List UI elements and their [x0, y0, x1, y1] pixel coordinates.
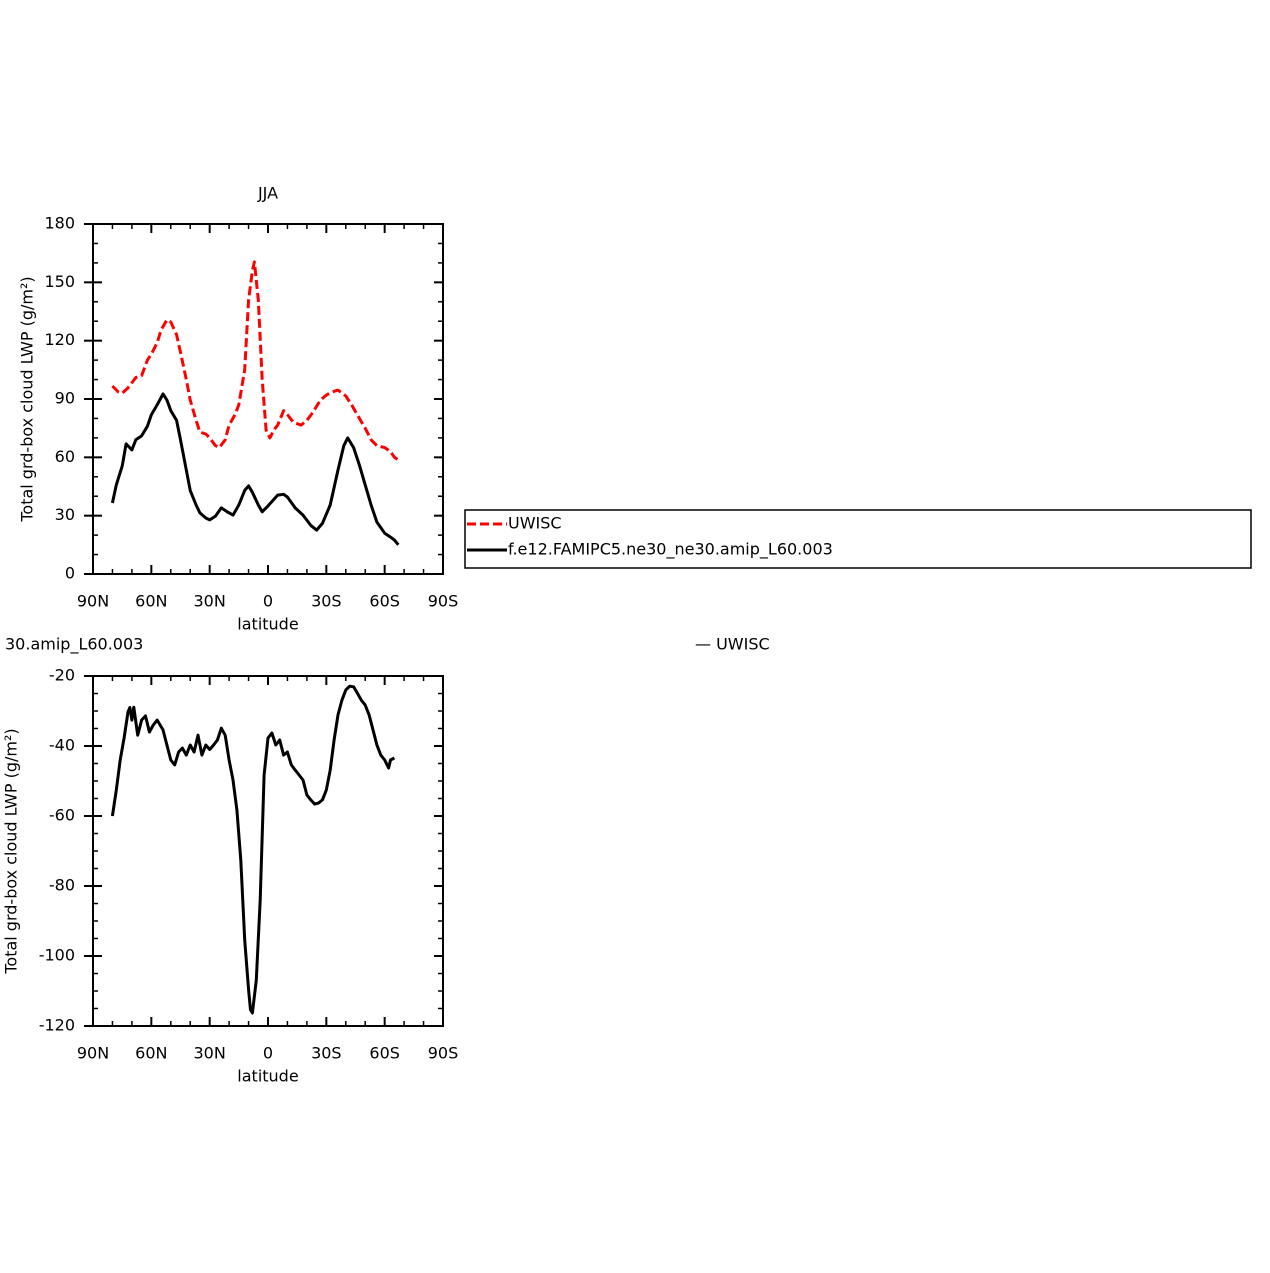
- data-line: [110, 684, 396, 1015]
- y-axis-label: Total grd-box cloud LWP (g/m²): [2, 728, 21, 974]
- y-tick-label: -120: [39, 1016, 75, 1035]
- x-tick-label: 30S: [311, 592, 342, 611]
- x-tick-label: 60S: [369, 592, 400, 611]
- chart-title: 30.amip_L60.003: [5, 635, 143, 655]
- x-tick-label: 90N: [77, 1044, 109, 1063]
- annotation: — UWISC: [695, 635, 770, 654]
- y-tick-label: -60: [49, 806, 75, 825]
- x-tick-label: 90S: [428, 592, 459, 611]
- y-axis-label: Total grd-box cloud LWP (g/m²): [18, 276, 37, 522]
- x-tick-label: 60S: [369, 1044, 400, 1063]
- y-tick-label: -20: [49, 666, 75, 685]
- y-tick-label: 120: [44, 330, 75, 349]
- data-line: [111, 260, 402, 463]
- y-tick-label: 150: [44, 272, 75, 291]
- y-tick-label: 90: [55, 389, 75, 408]
- plot-frame: [92, 223, 444, 575]
- x-tick-label: 30S: [311, 1044, 342, 1063]
- x-tick-label: 90S: [428, 1044, 459, 1063]
- y-tick-label: 30: [55, 505, 75, 524]
- x-axis-label: latitude: [237, 1067, 298, 1086]
- x-tick-label: 0: [263, 592, 273, 611]
- x-tick-label: 60N: [135, 592, 167, 611]
- y-tick-label: -40: [49, 736, 75, 755]
- x-tick-label: 0: [263, 1044, 273, 1063]
- x-tick-label: 90N: [77, 592, 109, 611]
- x-axis-label: latitude: [237, 615, 298, 634]
- legend-label: UWISC: [508, 514, 562, 533]
- y-tick-label: 180: [44, 214, 75, 233]
- y-tick-label: 60: [55, 447, 75, 466]
- x-tick-label: 30N: [194, 592, 226, 611]
- x-tick-label: 30N: [194, 1044, 226, 1063]
- plot-frame: [92, 675, 444, 1027]
- legend-label: f.e12.FAMIPC5.ne30_ne30.amip_L60.003: [508, 540, 833, 560]
- legend-box: [464, 509, 1252, 569]
- data-line: [110, 392, 400, 546]
- y-tick-label: 0: [65, 564, 75, 583]
- chart-title: JJA: [257, 184, 278, 203]
- y-tick-label: -100: [39, 946, 75, 965]
- x-tick-label: 60N: [135, 1044, 167, 1063]
- y-tick-label: -80: [49, 876, 75, 895]
